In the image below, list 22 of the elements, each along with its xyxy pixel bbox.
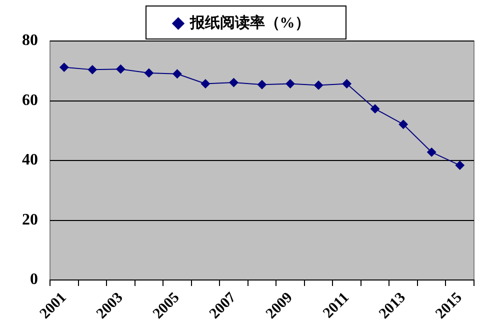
point [455, 160, 464, 170]
point [200, 79, 210, 88]
point [88, 65, 97, 74]
point [258, 80, 266, 90]
point [314, 80, 324, 90]
point [229, 78, 238, 88]
point [370, 104, 380, 114]
y-tick-label: 40 [22, 152, 38, 169]
point [172, 69, 182, 78]
point [116, 64, 126, 74]
legend-label: 报纸阅读率（%） [188, 13, 310, 32]
y-tick-label: 20 [22, 211, 38, 228]
x-tick-label: 2011 [320, 290, 352, 322]
y-tick-label: 0 [30, 271, 38, 288]
y-tick-label: 80 [22, 32, 38, 50]
point [342, 79, 352, 88]
point [286, 79, 295, 88]
point [144, 68, 154, 78]
point [60, 62, 69, 72]
point [427, 148, 436, 157]
y-tick-label: 60 [22, 92, 38, 109]
point [398, 120, 408, 129]
